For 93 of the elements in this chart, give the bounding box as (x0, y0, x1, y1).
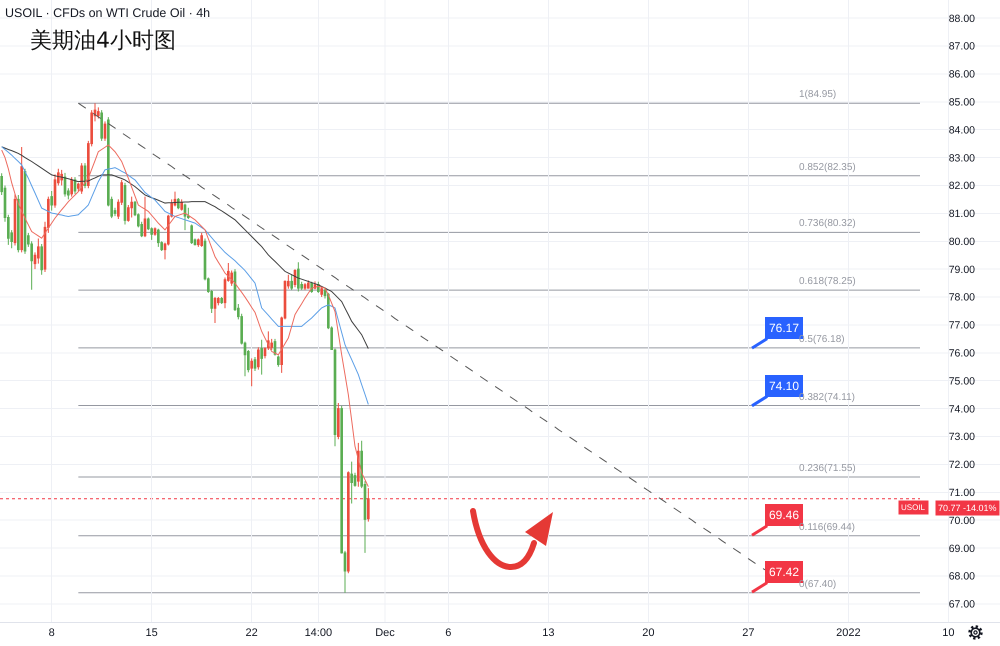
y-tick-label: 68.00 (948, 570, 976, 583)
candlestick (257, 346, 260, 370)
ref-line-label: 1(84.95) (799, 89, 836, 100)
candlestick (84, 162, 86, 189)
y-tick-label: 80.00 (948, 236, 976, 248)
y-tick-label: 72.00 (948, 459, 976, 472)
y-tick-label: 84.00 (948, 124, 976, 136)
candlestick (20, 146, 23, 253)
ref-line-label: 0.236(71.55) (799, 463, 856, 474)
x-tick-label: 2022 (836, 627, 861, 640)
y-tick-label: 82.00 (948, 180, 976, 192)
candlestick (50, 190, 53, 212)
annotation: 74.10 (769, 379, 800, 393)
annotation: 69.46 (769, 508, 800, 522)
y-tick-label: 74.00 (948, 403, 976, 416)
ref-line-label: 0.736(80.32) (799, 218, 856, 229)
text: 美期油4小时图 (30, 28, 176, 54)
text: USOIL 70.77 -14.01% (901, 503, 997, 513)
candlestick (60, 169, 63, 186)
candlestick (97, 106, 100, 120)
candlestick (307, 280, 310, 290)
x-tick-label: 6 (445, 627, 452, 640)
x-tick-label: 14:00 (304, 627, 332, 640)
candlestick (124, 182, 126, 226)
candlestick (367, 488, 370, 522)
x-tick-label: 15 (146, 627, 158, 640)
y-tick-label: 87.00 (948, 40, 976, 53)
candlestick (104, 120, 106, 142)
candlestick (290, 274, 293, 291)
candlestick (184, 203, 186, 231)
x-tick-label: Dec (375, 627, 396, 640)
line-series (1, 144, 369, 488)
x-tick-label: 10 (942, 627, 954, 640)
y-tick-label: 69.00 (948, 542, 976, 555)
x-tick-label: 8 (48, 627, 55, 640)
candlestick (294, 268, 296, 288)
ref-line-label: 0.116(69.44) (799, 522, 855, 533)
y-tick-label: 85.00 (948, 96, 976, 108)
candlestick (250, 358, 253, 387)
y-tick-label: 76.00 (948, 348, 976, 360)
y-tick-label: 78.00 (948, 292, 976, 304)
candlestick (74, 176, 76, 194)
y-tick-label: 73.00 (948, 431, 976, 444)
ref-line-label: 0.618(78.25) (799, 276, 856, 287)
candlestick (180, 198, 183, 212)
x-tick-label: 20 (642, 627, 654, 640)
candlestick (277, 355, 280, 368)
candlestick (154, 226, 156, 236)
candlestick (70, 176, 73, 198)
candlestick (297, 262, 300, 292)
ref-line-label: 0.382(74.11) (799, 392, 855, 403)
candlestick (64, 172, 66, 198)
text: USOIL · CFDs on WTI Crude Oil · 4h (5, 6, 210, 20)
y-tick-label: 83.00 (948, 152, 976, 164)
y-tick-label: 88.00 (948, 12, 976, 25)
candlestick (100, 110, 103, 142)
candlestick (130, 196, 133, 218)
y-tick-label: 67.00 (948, 598, 976, 611)
candlestick (254, 356, 256, 372)
y-tick-label: 79.00 (948, 264, 976, 276)
ref-line-label: 0.5(76.18) (799, 334, 845, 345)
candlestick (304, 282, 306, 291)
annotation: 67.42 (769, 565, 800, 579)
line-series (1, 146, 369, 350)
candlestick (260, 339, 263, 376)
candlestick (17, 194, 20, 253)
candlestick (40, 244, 43, 276)
candlestick (337, 402, 340, 440)
y-tick-label: 70.00 (948, 514, 976, 527)
candlestick (320, 286, 323, 298)
candlestick (220, 296, 223, 305)
x-tick-label: 22 (246, 627, 258, 640)
annotation: 76.17 (769, 321, 800, 335)
ref-line-label: 0(67.40) (799, 579, 836, 590)
y-tick-label: 81.00 (948, 208, 976, 220)
y-tick-label: 71.00 (948, 486, 976, 499)
y-tick-label: 77.00 (948, 320, 976, 332)
candlestick (190, 224, 193, 245)
candlestick (214, 296, 216, 324)
candlestick (157, 228, 160, 248)
candlestick (350, 461, 353, 504)
ref-line-label: 0.852(82.35) (799, 162, 856, 173)
candlestick (347, 470, 350, 574)
y-tick-label: 75.00 (948, 375, 976, 388)
x-tick-label: 27 (742, 627, 754, 640)
candlestick (24, 168, 26, 254)
candlestick (14, 193, 16, 246)
y-tick-label: 86.00 (948, 68, 976, 81)
candlestick (200, 232, 203, 248)
candlestick (144, 196, 146, 238)
line-series (1, 146, 369, 405)
candlestick (274, 338, 276, 356)
x-tick-label: 13 (542, 627, 554, 640)
